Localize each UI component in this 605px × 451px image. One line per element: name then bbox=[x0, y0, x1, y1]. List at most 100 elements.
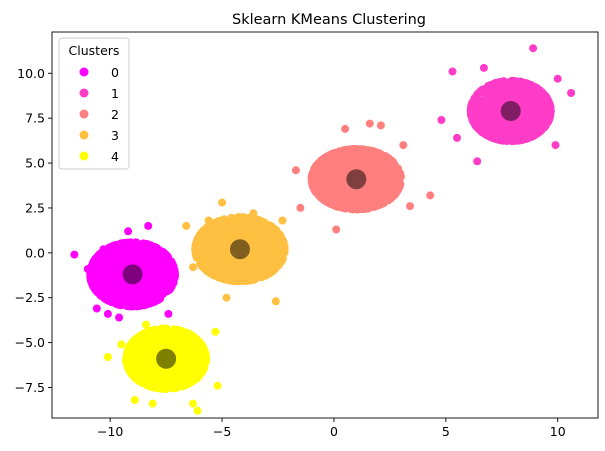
data-point bbox=[152, 274, 161, 283]
data-point bbox=[117, 293, 126, 302]
data-point bbox=[317, 156, 326, 165]
data-point bbox=[150, 289, 159, 297]
data-point bbox=[506, 129, 515, 138]
data-point bbox=[332, 155, 341, 164]
data-point bbox=[125, 282, 134, 291]
data-point bbox=[501, 93, 509, 102]
data-point bbox=[379, 199, 388, 207]
data-point bbox=[139, 245, 148, 254]
data-point bbox=[545, 100, 554, 109]
data-point bbox=[512, 129, 521, 138]
data-point bbox=[324, 160, 333, 169]
data-point bbox=[376, 121, 385, 130]
data-point bbox=[144, 221, 153, 230]
data-point bbox=[395, 175, 404, 184]
data-point bbox=[148, 257, 157, 266]
data-point bbox=[142, 282, 151, 291]
data-point bbox=[498, 124, 506, 133]
data-point bbox=[497, 131, 506, 140]
data-point bbox=[100, 287, 109, 296]
data-point bbox=[382, 160, 391, 169]
data-point bbox=[117, 257, 126, 266]
data-point bbox=[165, 285, 174, 294]
data-point bbox=[542, 93, 551, 102]
data-point bbox=[314, 166, 323, 175]
data-point bbox=[477, 108, 486, 117]
data-point bbox=[361, 188, 370, 197]
data-point bbox=[360, 196, 368, 204]
cluster-2-points bbox=[291, 119, 435, 234]
data-point bbox=[164, 309, 173, 318]
data-point bbox=[329, 195, 338, 204]
data-point bbox=[309, 182, 318, 191]
data-point bbox=[99, 245, 108, 254]
data-point bbox=[118, 286, 127, 295]
data-point bbox=[291, 166, 300, 175]
data-point bbox=[332, 225, 341, 234]
data-point bbox=[362, 204, 371, 213]
data-point bbox=[490, 116, 499, 125]
data-point bbox=[486, 93, 495, 102]
data-point bbox=[523, 111, 532, 120]
data-point bbox=[567, 89, 576, 97]
data-point bbox=[478, 88, 487, 97]
chart-title: Sklearn KMeans Clustering bbox=[232, 12, 426, 28]
data-point bbox=[365, 170, 374, 179]
data-point bbox=[372, 152, 381, 161]
data-point bbox=[329, 201, 338, 210]
data-point bbox=[168, 272, 177, 281]
data-point bbox=[453, 133, 461, 142]
data-point bbox=[342, 185, 351, 194]
data-point bbox=[406, 202, 414, 211]
data-point bbox=[551, 141, 560, 150]
data-point bbox=[167, 257, 176, 266]
data-point bbox=[365, 119, 374, 128]
data-point bbox=[553, 74, 562, 83]
data-point bbox=[437, 116, 446, 124]
data-point bbox=[103, 309, 112, 318]
data-point bbox=[352, 202, 361, 211]
data-point bbox=[316, 193, 325, 202]
data-point bbox=[124, 252, 133, 260]
data-point bbox=[296, 203, 305, 212]
data-point bbox=[117, 252, 126, 260]
data-point bbox=[529, 125, 538, 134]
data-point bbox=[330, 176, 339, 185]
data-point bbox=[341, 124, 350, 133]
data-point bbox=[521, 124, 530, 133]
data-point bbox=[545, 115, 553, 124]
data-point bbox=[386, 194, 395, 203]
data-point bbox=[470, 98, 478, 107]
data-point bbox=[492, 102, 501, 111]
data-point bbox=[129, 296, 138, 305]
data-point bbox=[104, 296, 112, 305]
data-point bbox=[377, 177, 386, 186]
data-point bbox=[521, 78, 530, 87]
data-point bbox=[529, 44, 538, 53]
data-point bbox=[487, 81, 496, 89]
data-point bbox=[479, 63, 488, 72]
data-point bbox=[135, 293, 144, 302]
data-point bbox=[113, 262, 121, 271]
data-point bbox=[448, 67, 457, 76]
data-point bbox=[140, 301, 149, 310]
data-point bbox=[97, 253, 106, 262]
data-point bbox=[92, 304, 101, 313]
data-point bbox=[136, 284, 144, 292]
data-point bbox=[396, 169, 405, 178]
data-point bbox=[160, 270, 168, 279]
cluster-3-points bbox=[182, 198, 289, 306]
data-point bbox=[375, 186, 384, 195]
data-point bbox=[308, 173, 317, 182]
data-point bbox=[517, 117, 526, 126]
data-point bbox=[106, 276, 115, 285]
data-point bbox=[496, 86, 504, 95]
data-point bbox=[426, 191, 435, 200]
data-point bbox=[115, 313, 124, 322]
data-point bbox=[121, 241, 130, 250]
data-point bbox=[111, 298, 120, 307]
data-point bbox=[124, 227, 133, 236]
data-point bbox=[149, 244, 158, 253]
data-point bbox=[519, 96, 528, 105]
